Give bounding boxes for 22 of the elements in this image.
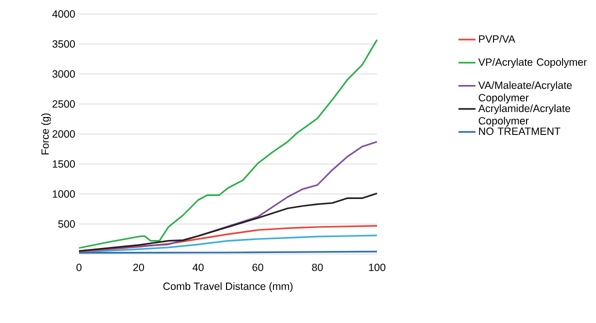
x-tick-label: 20 (133, 264, 144, 272)
legend-label: VA/Maleate/Acrylate Copolymer (478, 81, 572, 104)
y-tick-label: 3000 (52, 70, 75, 78)
y-tick-label: 1000 (52, 190, 75, 198)
y-axis-title: Force (g) (41, 113, 51, 154)
x-axis-title: Comb Travel Distance (mm) (163, 282, 293, 292)
y-tick-label: 2000 (52, 130, 75, 138)
y-tick-label: 3500 (52, 40, 75, 48)
legend-label: VP/Acrylate Copolymer (478, 58, 587, 68)
line-series (78, 38, 378, 249)
legend-label: NO TREATMENT (479, 128, 560, 135)
x-tick-label: 100 (369, 264, 386, 272)
y-tick-label: 4000 (52, 10, 75, 18)
legend-label: PVP/VA (479, 34, 516, 43)
x-tick-label: 60 (252, 264, 264, 272)
y-tick-label: 2500 (52, 100, 75, 108)
x-tick-label: 40 (192, 264, 204, 272)
legend-label: Acrylamide/Acrylate Copolymer (478, 104, 570, 127)
x-tick-label: 80 (312, 264, 323, 272)
y-tick-label: 500 (58, 220, 75, 228)
y-tick-label: 1500 (52, 160, 75, 168)
x-tick-label: 0 (76, 264, 82, 272)
